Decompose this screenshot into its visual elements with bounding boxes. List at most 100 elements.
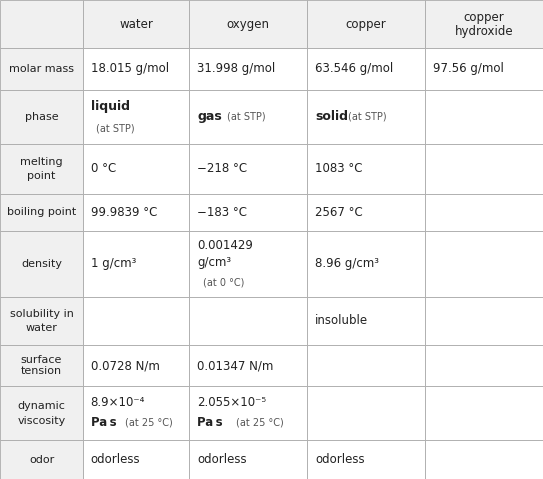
Text: Pa s: Pa s [91,416,116,429]
Text: 99.9839 °C: 99.9839 °C [91,206,157,219]
Bar [83,90,189,144]
Bar [425,440,543,479]
Text: (at STP): (at STP) [226,112,266,122]
Text: odorless: odorless [91,453,140,466]
Text: dynamic: dynamic [18,400,66,411]
Text: odorless: odorless [315,453,365,466]
Bar [83,48,189,90]
Bar [0,0,83,48]
Bar [425,297,543,345]
Bar [425,386,543,440]
Bar [307,297,425,345]
Bar [189,194,307,231]
Text: 97.56 g/mol: 97.56 g/mol [433,62,504,76]
Text: water: water [119,18,153,31]
Text: 63.546 g/mol: 63.546 g/mol [315,62,394,76]
Bar [0,345,83,386]
Text: odor: odor [29,455,54,465]
Text: point: point [27,171,56,181]
Text: molar mass: molar mass [9,64,74,74]
Text: surface: surface [21,355,62,365]
Bar [307,144,425,194]
Text: odorless: odorless [197,453,247,466]
Text: (at STP): (at STP) [96,124,135,134]
Text: oxygen: oxygen [226,18,269,31]
Text: density: density [21,259,62,269]
Text: melting: melting [20,157,63,167]
Text: 18.015 g/mol: 18.015 g/mol [91,62,169,76]
Text: 8.9×10⁻⁴: 8.9×10⁻⁴ [91,396,145,409]
Text: −218 °C: −218 °C [197,162,247,175]
Bar [83,144,189,194]
Text: 8.96 g/cm³: 8.96 g/cm³ [315,257,379,270]
Text: phase: phase [25,112,59,122]
Text: (at 25 °C): (at 25 °C) [125,418,173,428]
Text: 1083 °C: 1083 °C [315,162,363,175]
Bar [307,90,425,144]
Text: 0.0728 N/m: 0.0728 N/m [91,359,160,372]
Text: solubility in: solubility in [10,309,73,319]
Bar [425,0,543,48]
Bar [0,144,83,194]
Text: viscosity: viscosity [17,416,66,426]
Bar [425,231,543,297]
Bar [307,194,425,231]
Text: gas: gas [197,110,222,123]
Bar [189,144,307,194]
Bar [189,297,307,345]
Bar [307,231,425,297]
Bar [83,297,189,345]
Text: 2.055×10⁻⁵: 2.055×10⁻⁵ [197,396,266,409]
Text: copper: copper [345,18,386,31]
Text: (at 25 °C): (at 25 °C) [236,418,284,428]
Text: copper: copper [464,11,504,24]
Bar [0,386,83,440]
Text: liquid: liquid [91,101,130,114]
Text: 1 g/cm³: 1 g/cm³ [91,257,136,270]
Bar [425,90,543,144]
Bar [425,144,543,194]
Bar [0,231,83,297]
Bar [307,386,425,440]
Bar [83,0,189,48]
Text: 31.998 g/mol: 31.998 g/mol [197,62,275,76]
Bar [0,194,83,231]
Text: water: water [26,322,58,332]
Bar [307,0,425,48]
Bar [189,48,307,90]
Bar [189,386,307,440]
Bar [83,345,189,386]
Bar [189,231,307,297]
Text: insoluble: insoluble [315,314,368,327]
Text: (at 0 °C): (at 0 °C) [203,277,244,287]
Bar [83,440,189,479]
Bar [189,0,307,48]
Bar [189,345,307,386]
Text: 0 °C: 0 °C [91,162,116,175]
Bar [0,90,83,144]
Text: 2567 °C: 2567 °C [315,206,363,219]
Text: hydroxide: hydroxide [454,24,513,37]
Bar [307,48,425,90]
Bar [425,345,543,386]
Text: solid: solid [315,110,348,123]
Text: Pa s: Pa s [197,416,223,429]
Text: 0.01347 N/m: 0.01347 N/m [197,359,274,372]
Text: (at STP): (at STP) [348,112,387,122]
Text: tension: tension [21,366,62,376]
Text: g/cm³: g/cm³ [197,256,231,269]
Bar [189,440,307,479]
Bar [189,90,307,144]
Bar [83,231,189,297]
Bar [0,440,83,479]
Bar [83,386,189,440]
Bar [425,194,543,231]
Bar [307,440,425,479]
Bar [425,48,543,90]
Bar [0,48,83,90]
Text: boiling point: boiling point [7,207,76,217]
Bar [83,194,189,231]
Bar [0,297,83,345]
Text: −183 °C: −183 °C [197,206,247,219]
Text: 0.001429: 0.001429 [197,239,253,252]
